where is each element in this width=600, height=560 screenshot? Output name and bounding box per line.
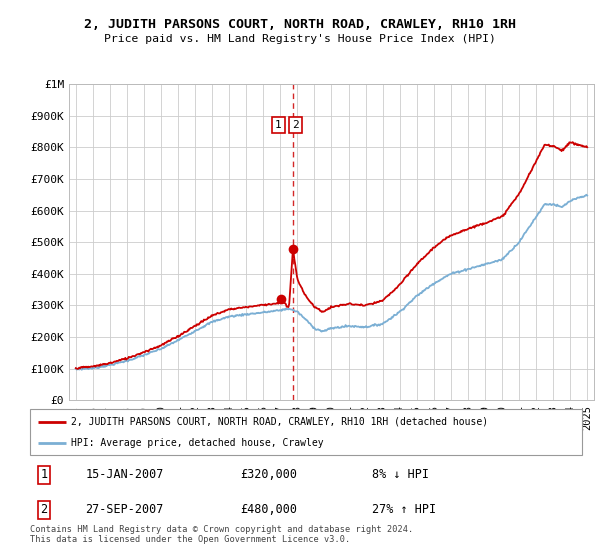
Text: 27-SEP-2007: 27-SEP-2007 [85,503,164,516]
Text: 2: 2 [40,503,47,516]
Text: 27% ↑ HPI: 27% ↑ HPI [372,503,436,516]
FancyBboxPatch shape [30,409,582,455]
Text: 1: 1 [40,468,47,481]
Text: Contains HM Land Registry data © Crown copyright and database right 2024.
This d: Contains HM Land Registry data © Crown c… [30,525,413,544]
Text: 8% ↓ HPI: 8% ↓ HPI [372,468,429,481]
Text: 1: 1 [275,120,282,130]
Text: 2: 2 [292,120,299,130]
Text: 15-JAN-2007: 15-JAN-2007 [85,468,164,481]
Text: 2, JUDITH PARSONS COURT, NORTH ROAD, CRAWLEY, RH10 1RH (detached house): 2, JUDITH PARSONS COURT, NORTH ROAD, CRA… [71,417,488,427]
Text: HPI: Average price, detached house, Crawley: HPI: Average price, detached house, Craw… [71,438,324,448]
Text: 2, JUDITH PARSONS COURT, NORTH ROAD, CRAWLEY, RH10 1RH: 2, JUDITH PARSONS COURT, NORTH ROAD, CRA… [84,18,516,31]
Text: Price paid vs. HM Land Registry's House Price Index (HPI): Price paid vs. HM Land Registry's House … [104,34,496,44]
Text: £320,000: £320,000 [240,468,297,481]
Text: £480,000: £480,000 [240,503,297,516]
